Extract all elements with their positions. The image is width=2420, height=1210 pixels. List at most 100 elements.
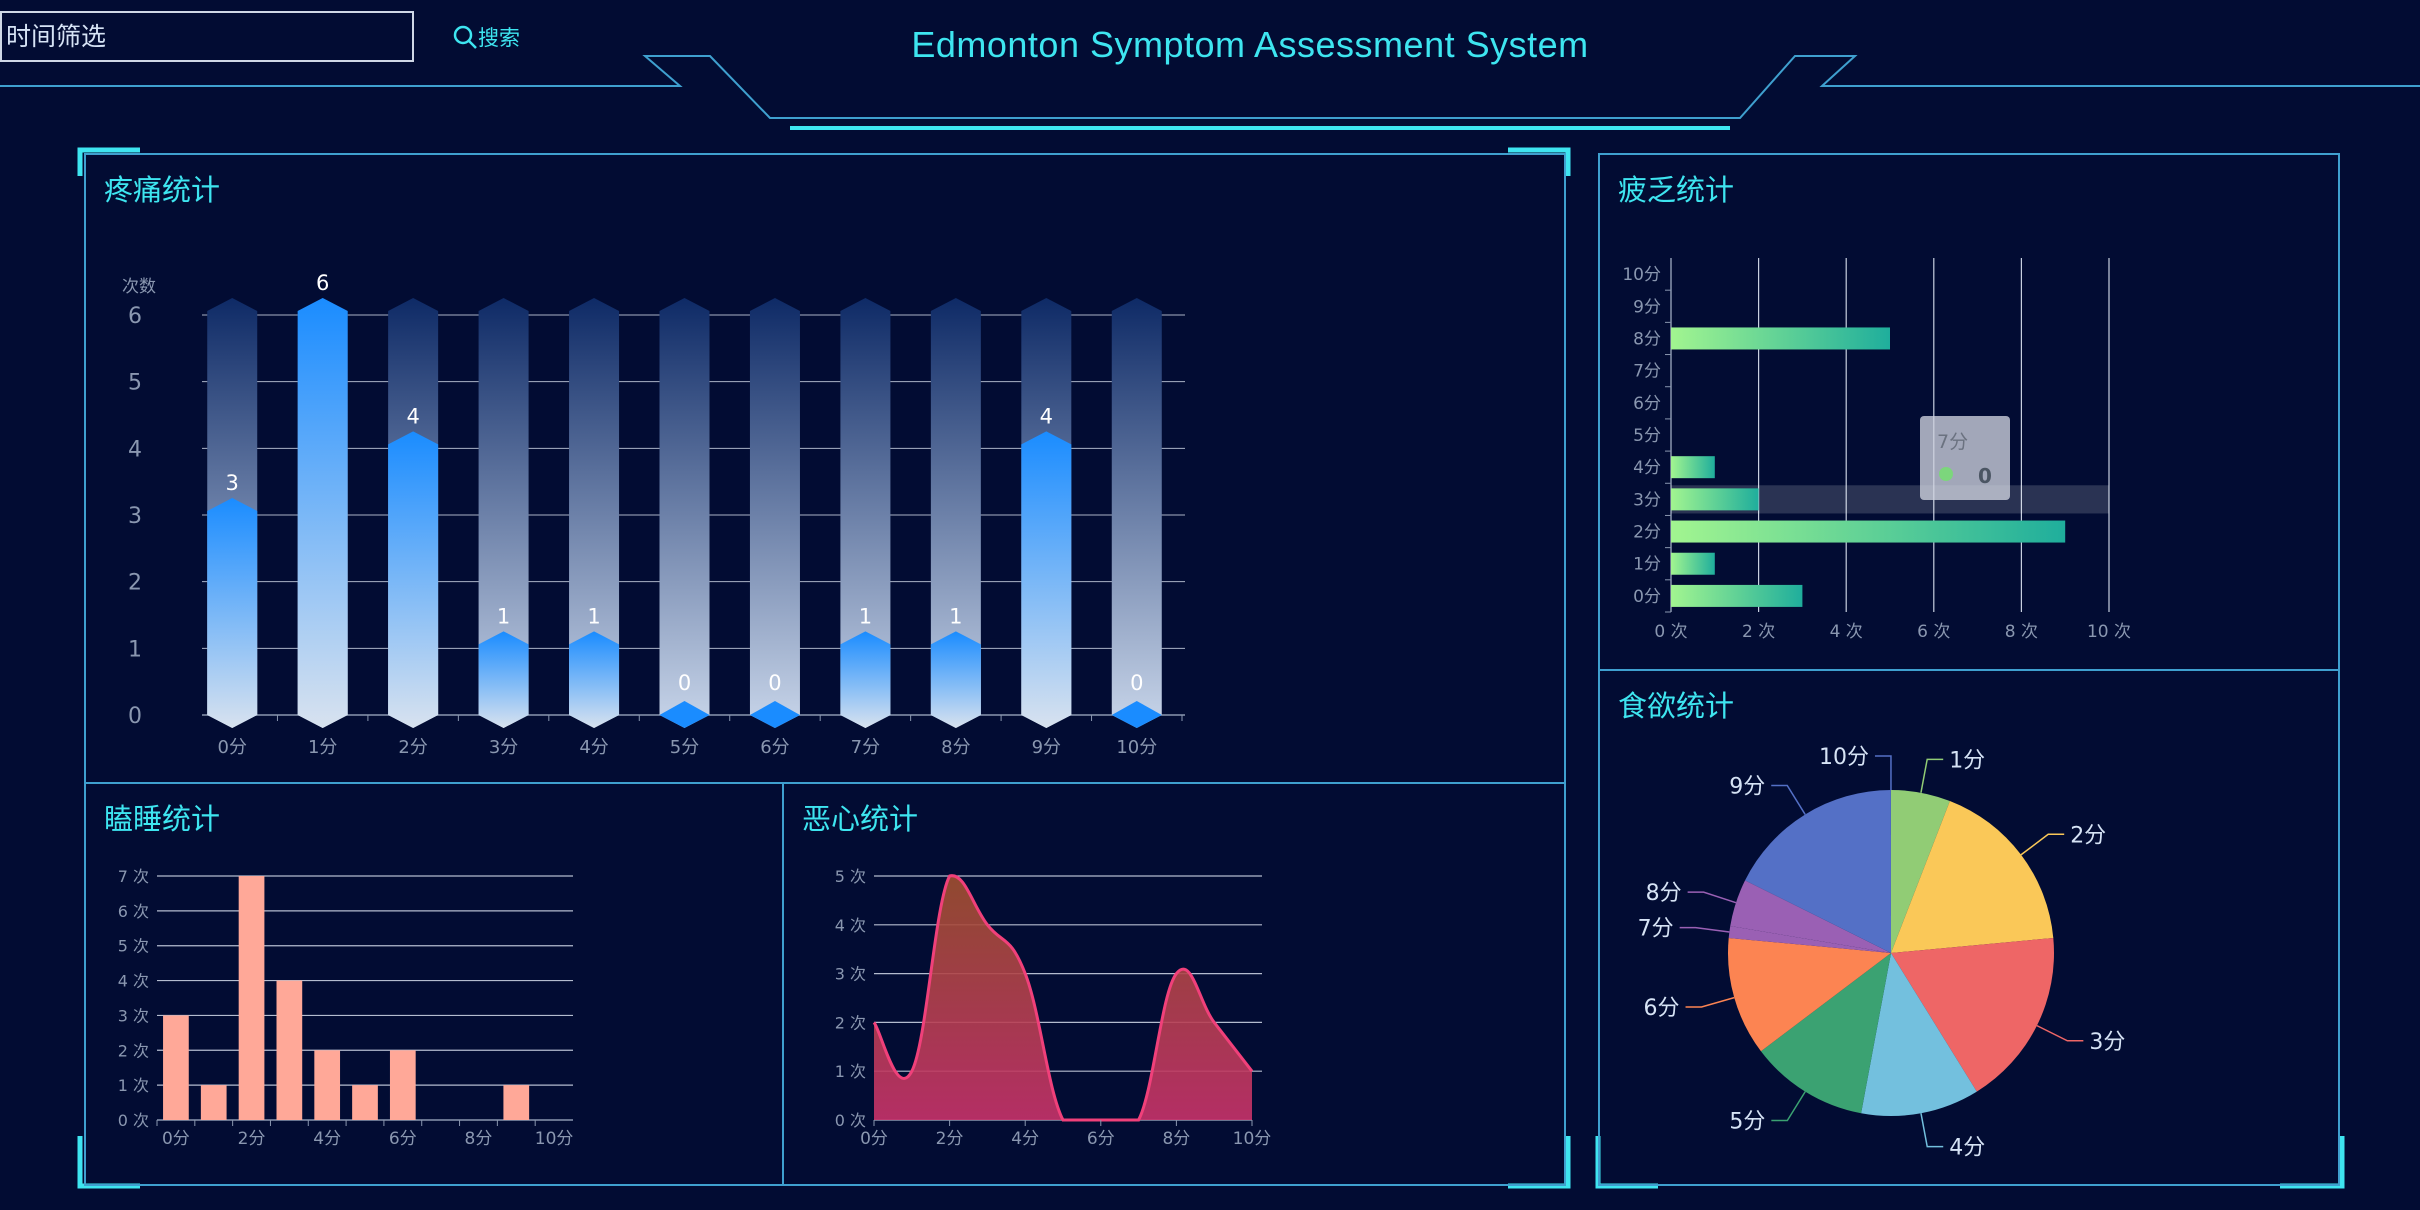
nausea-ytick-label: 5 次 [835, 867, 866, 886]
pain-bar [297, 298, 348, 728]
pain-ytick: 2 [128, 571, 142, 596]
fatigue-ytick-label: 5分 [1633, 426, 1661, 446]
nausea-xtick-label: 0分 [860, 1129, 888, 1149]
nausea-panel-title: 恶心统计 [802, 802, 919, 836]
pain-xtick-label: 0分 [218, 737, 247, 758]
sleep-xtick-label: 2分 [238, 1129, 266, 1149]
sleep-bar [389, 1050, 416, 1120]
sleep-bar [276, 980, 303, 1120]
pain-ytick: 3 [128, 504, 142, 529]
sleep-xtick-label: 4分 [313, 1129, 341, 1149]
fatigue-tooltip: 7分 0 [1920, 416, 2010, 500]
sleep-ytick-label: 0 次 [118, 1111, 149, 1130]
appetite-slice-label: 5分 [1729, 1110, 1765, 1135]
appetite-chart: 1分 2分 3分 4分 5分 6分 7分 8分 9分 10分 [1638, 745, 2126, 1161]
fatigue-tooltip-category: 7分 [1937, 431, 1968, 453]
sleep-bar [352, 1085, 378, 1120]
nausea-chart: 0 次 1 次 2 次 3 次 4 次 5 次 0分 2分 4分 6分 8分 10分 [835, 867, 1272, 1149]
pain-data-label: 4 [406, 404, 419, 428]
appetite-slice [1730, 880, 1891, 953]
search-button[interactable]: 搜索 [452, 20, 520, 54]
time-filter-input[interactable] [0, 11, 414, 62]
fatigue-tooltip-value: 0 [1978, 464, 1992, 488]
pain-data-label: 6 [316, 271, 329, 295]
pain-chart: 次数 0 1 2 3 4 5 6 3 0分 6 1分 4 2分 1 3分 1 4分 0 5分 0 6分 1 7分 1 8分 4 9分 0… [122, 271, 1185, 758]
fatigue-chart: 0 次 2 次 4 次 6 次 8 次 10 次 0分 1分 2分 3分 4分 5分 6分 7分 8分 9分 1… [1622, 258, 2131, 642]
pain-bar [659, 701, 710, 728]
appetite-slice [1891, 790, 1950, 953]
pain-xtick-label: 2分 [398, 737, 427, 758]
fatigue-ytick-label: 1分 [1633, 555, 1661, 575]
search-icon [453, 25, 477, 49]
appetite-slice [1891, 937, 2054, 1092]
sleep-xtick-label: 10分 [535, 1129, 574, 1149]
pain-xtick-label: 9分 [1032, 737, 1061, 758]
fatigue-xtick-label: 6 次 [1917, 622, 1950, 642]
fatigue-bar [1671, 488, 1759, 511]
sleep-chart: 0 次 1 次 2 次 3 次 4 次 5 次 6 次 7 次 0分 2分 4分 6分 8分 10分 [118, 867, 574, 1149]
fatigue-ytick-label: 4分 [1633, 458, 1661, 478]
fatigue-panel-title: 疲乏统计 [1618, 173, 1735, 207]
fatigue-xtick-label: 4 次 [1830, 622, 1863, 642]
fatigue-xtick-label: 10 次 [2087, 622, 2131, 642]
pain-xtick-label: 5分 [670, 737, 699, 758]
pain-xtick-label: 1分 [308, 737, 337, 758]
pain-bar [840, 631, 891, 728]
pain-xtick-label: 8分 [941, 737, 970, 758]
nausea-ytick-label: 3 次 [835, 965, 866, 984]
appetite-leader-line [2020, 833, 2065, 856]
sleep-xtick-label: 0分 [162, 1129, 190, 1149]
appetite-leader-line [1679, 926, 1730, 933]
page-title: Edmonton Symptom Assessment System [911, 24, 1589, 65]
fatigue-ytick-label: 9分 [1633, 297, 1661, 317]
nausea-xtick-label: 8分 [1162, 1129, 1190, 1149]
pain-xtick-label: 10分 [1116, 737, 1157, 758]
fatigue-bar [1671, 552, 1715, 575]
sleep-ytick-label: 4 次 [118, 972, 149, 991]
appetite-slice-label: 6分 [1644, 996, 1680, 1021]
sleep-ytick-label: 3 次 [118, 1006, 149, 1025]
fatigue-ytick-label: 10分 [1622, 265, 1661, 285]
nausea-line [872, 874, 1254, 1122]
pain-bar-background [569, 298, 620, 728]
sleep-ytick-label: 1 次 [118, 1076, 149, 1095]
fatigue-ytick-label: 2分 [1633, 523, 1661, 543]
pain-bar [1111, 701, 1162, 728]
pain-bar-background [930, 298, 981, 728]
sleep-ytick-label: 2 次 [118, 1041, 149, 1060]
pain-bar [478, 631, 529, 728]
pain-bar [930, 631, 981, 728]
fatigue-ytick-label: 6分 [1633, 394, 1661, 414]
appetite-slice [1728, 926, 1891, 953]
pain-bar-background [478, 298, 529, 728]
pain-ytick: 5 [128, 371, 142, 396]
sleep-bar [503, 1085, 530, 1120]
sleep-ytick-label: 6 次 [118, 902, 149, 921]
fatigue-tooltip-marker [1939, 467, 1953, 481]
pain-data-label: 1 [587, 604, 600, 628]
fatigue-bar [1671, 584, 1803, 607]
sleep-xtick-label: 6分 [389, 1129, 417, 1149]
pain-ytick: 4 [128, 437, 142, 462]
appetite-panel: 食欲统计 [1598, 669, 2340, 1186]
pain-data-label: 0 [768, 671, 781, 695]
fatigue-ytick-label: 7分 [1633, 362, 1661, 382]
sleep-bar [163, 1015, 189, 1120]
fatigue-bar [1671, 456, 1715, 479]
pain-data-label: 4 [1040, 404, 1053, 428]
pain-bar-background [749, 298, 800, 728]
pain-data-label: 1 [949, 604, 962, 628]
pain-data-label: 1 [859, 604, 872, 628]
fatigue-tooltip-box [1920, 416, 2010, 500]
appetite-panel-title: 食欲统计 [1618, 689, 1735, 723]
nausea-ytick-label: 4 次 [835, 916, 866, 935]
pain-xtick-label: 3分 [489, 737, 518, 758]
fatigue-ytick-label: 3分 [1633, 490, 1661, 510]
nausea-panel: 恶心统计 [782, 782, 1566, 1186]
pain-bar-background [659, 298, 710, 728]
sleep-bar [238, 876, 265, 1120]
sleep-ytick-label: 5 次 [118, 937, 149, 956]
pain-data-label: 0 [1130, 671, 1143, 695]
appetite-leader-line [1687, 891, 1737, 904]
search-label: 搜索 [478, 26, 520, 50]
